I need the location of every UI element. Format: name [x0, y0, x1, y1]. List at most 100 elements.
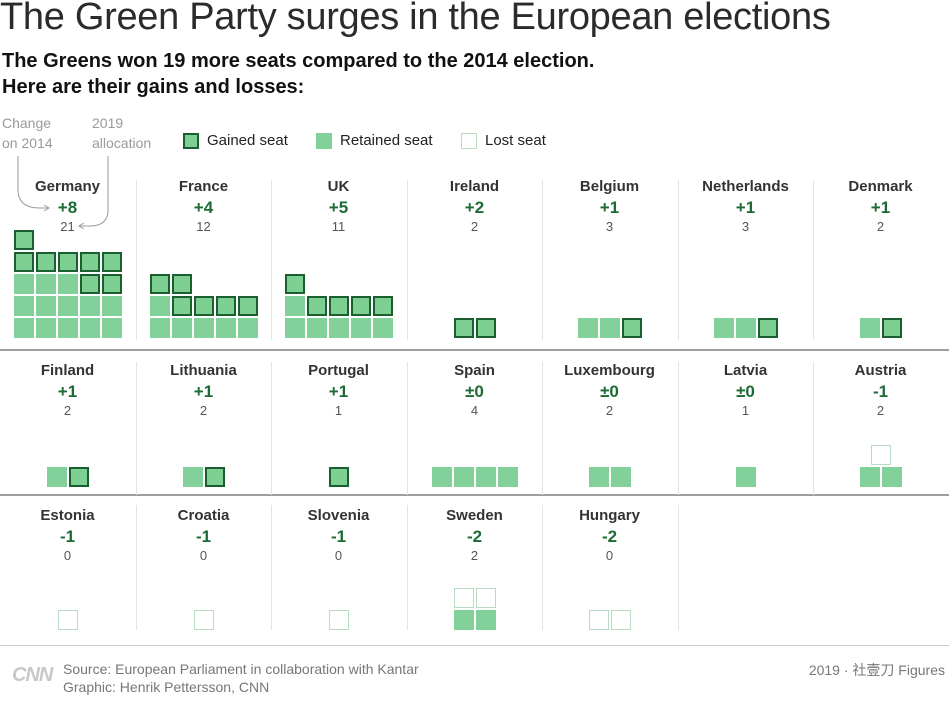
seat-allocation: 12 [196, 219, 211, 234]
gained-seat-square [373, 296, 393, 316]
column-divider [407, 180, 408, 340]
gained-seat-square [329, 296, 349, 316]
seat-change: +1 [328, 382, 349, 401]
country-name: Belgium [579, 178, 640, 195]
legend-lost: Lost seat [461, 132, 546, 149]
gained-seat-square [238, 296, 258, 316]
legend-lost-label: Lost seat [485, 132, 546, 149]
retained-seat-square [860, 318, 880, 338]
seat-allocation: 2 [876, 219, 885, 234]
seat-change: +1 [599, 198, 620, 217]
seat-allocation: 0 [63, 548, 72, 563]
change-annotation-line-2: on 2014 [2, 135, 53, 151]
retained-seat-square [285, 296, 305, 316]
gained-seat-square [194, 296, 214, 316]
legend-gained: Gained seat [183, 132, 288, 149]
retained-seat-square [307, 318, 327, 338]
column-divider [407, 362, 408, 495]
allocation-arrow [80, 156, 109, 227]
subtitle-line-1: The Greens won 19 more seats compared to… [2, 50, 595, 72]
gained-seat-square [14, 230, 34, 250]
retained-seat-square [578, 318, 598, 338]
gained-seat-square [102, 252, 122, 272]
seat-change: +4 [193, 198, 214, 217]
country-name: Slovenia [307, 507, 370, 524]
retained-seat-square [454, 467, 474, 487]
retained-seat-square [36, 274, 56, 294]
seat-change: -2 [466, 527, 483, 546]
retained-seat-square [238, 318, 258, 338]
legend-retained-swatch [316, 132, 332, 149]
seat-change: +8 [57, 198, 78, 217]
row-divider-1 [0, 349, 949, 351]
column-divider [136, 362, 137, 495]
gained-seat-square [454, 318, 474, 338]
column-divider [271, 362, 272, 495]
retained-seat-square [589, 467, 609, 487]
country-name: Luxembourg [564, 362, 655, 379]
seat-allocation: 2 [63, 403, 72, 418]
gained-seat-square [172, 296, 192, 316]
country-name: Denmark [848, 178, 913, 195]
seat-change: ±0 [736, 382, 755, 401]
country-name: Spain [454, 362, 495, 379]
retained-seat-square [58, 296, 78, 316]
seat-change: +5 [328, 198, 349, 217]
gained-seat-square [58, 252, 78, 272]
column-divider [136, 180, 137, 340]
cnn-logo: CNN [12, 664, 53, 686]
country-name: Lithuania [170, 362, 237, 379]
seat-change: ±0 [600, 382, 619, 401]
country-name: Finland [40, 362, 95, 379]
country-name: UK [327, 178, 350, 195]
retained-seat-square [736, 318, 756, 338]
footer-divider [0, 645, 949, 646]
retained-seat-square [150, 318, 170, 338]
gained-seat-square [882, 318, 902, 338]
gained-seat-square [172, 274, 192, 294]
lost-seat-square [611, 610, 631, 630]
retained-seat-square [80, 296, 100, 316]
seat-allocation: 2 [470, 219, 479, 234]
footer-source: Source: European Parliament in collabora… [63, 660, 419, 696]
column-divider [407, 505, 408, 630]
retained-seat-square [285, 318, 305, 338]
retained-seat-square [498, 467, 518, 487]
retained-seat-square [102, 318, 122, 338]
column-divider [678, 180, 679, 340]
column-divider [678, 505, 679, 630]
subtitle-line-2: Here are their gains and losses: [2, 76, 305, 98]
retained-seat-square [611, 467, 631, 487]
gained-seat-square [622, 318, 642, 338]
seat-allocation: 0 [605, 548, 614, 563]
gained-seat-square [150, 274, 170, 294]
seat-change: -1 [59, 527, 76, 546]
change-arrow [17, 156, 48, 209]
retained-seat-square [80, 318, 100, 338]
gained-seat-square [205, 467, 225, 487]
retained-seat-square [454, 610, 474, 630]
legend-gained-label: Gained seat [207, 132, 288, 149]
seat-allocation: 2 [876, 403, 885, 418]
retained-seat-square [14, 318, 34, 338]
legend-retained: Retained seat [316, 132, 433, 149]
seat-allocation: 3 [741, 219, 750, 234]
seat-allocation: 2 [470, 548, 479, 563]
legend-retained-label: Retained seat [340, 132, 433, 149]
change-annotation: Change on 2014 [2, 113, 53, 153]
country-name: Hungary [579, 507, 640, 524]
gained-seat-square [476, 318, 496, 338]
footer-right-text: 2019 · 社壹刀 Figures [808, 662, 945, 678]
column-divider [678, 362, 679, 495]
gained-seat-square [102, 274, 122, 294]
country-name: France [178, 178, 229, 195]
chart-subtitle: The Greens won 19 more seats compared to… [2, 48, 594, 100]
lost-seat-square [476, 588, 496, 608]
retained-seat-square [58, 274, 78, 294]
country-name: Portugal [308, 362, 369, 379]
gained-seat-square [285, 274, 305, 294]
seat-change: -2 [601, 527, 618, 546]
annotation-arrows [17, 156, 109, 230]
gained-seat-square [329, 467, 349, 487]
retained-seat-square [58, 318, 78, 338]
